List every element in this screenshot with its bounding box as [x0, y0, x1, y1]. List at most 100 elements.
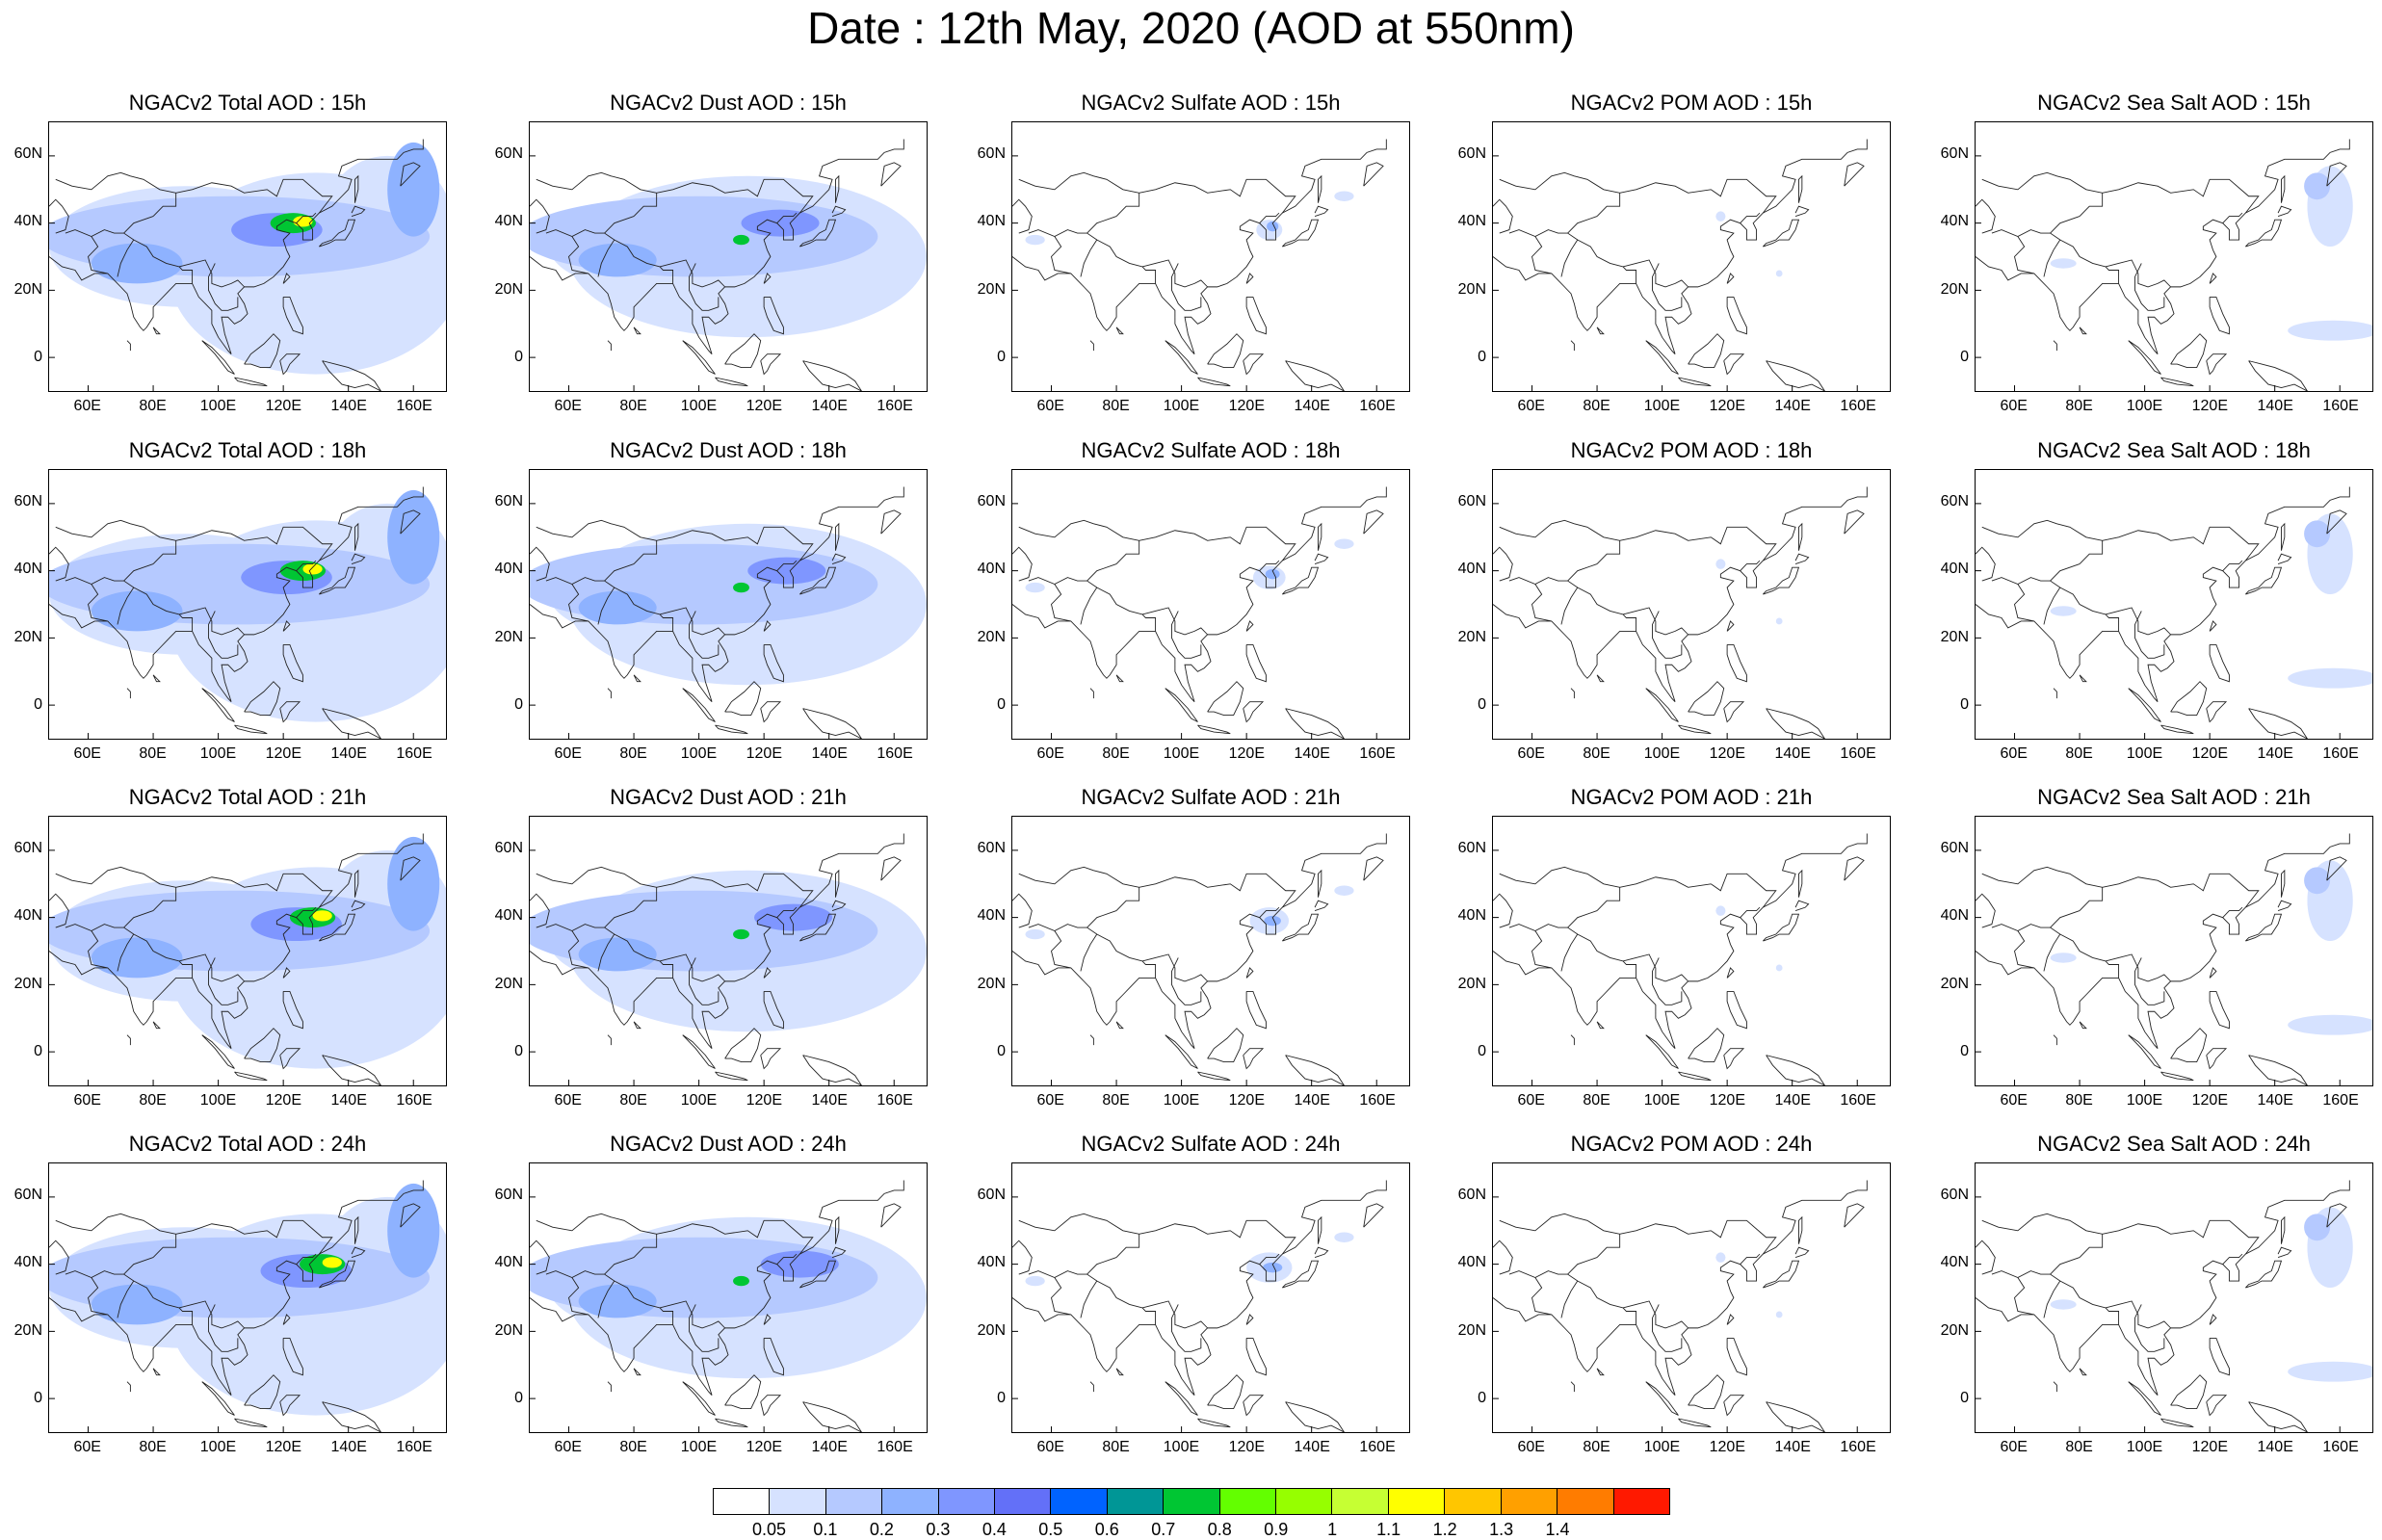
coastline — [1596, 540, 1621, 564]
coastline — [65, 1270, 124, 1279]
coastline — [568, 584, 589, 622]
coastline — [2053, 688, 2057, 699]
coastline — [1763, 219, 1800, 248]
coastline — [354, 869, 359, 898]
coastline — [1976, 139, 2350, 354]
coastline — [1652, 263, 1683, 311]
coastline — [1726, 643, 1747, 683]
lat-tick-label: 20N — [494, 628, 523, 645]
coastline — [1794, 900, 1810, 912]
coastline — [607, 1034, 612, 1046]
coastline — [1566, 216, 1688, 288]
coastline — [2105, 266, 2120, 284]
lat-tick-label: 20N — [494, 1321, 523, 1339]
coastline — [597, 1280, 615, 1318]
aod-field-blob — [91, 937, 183, 979]
aod-field-blob — [2288, 1361, 2372, 1382]
coastline — [282, 1337, 303, 1376]
coastline — [1012, 139, 1387, 354]
coastline — [536, 1213, 814, 1255]
coastline — [319, 913, 356, 942]
coastline — [2014, 236, 2034, 274]
aod-map — [1976, 139, 2372, 391]
coastline — [122, 563, 245, 636]
coastline — [234, 1071, 268, 1082]
coastline — [282, 990, 303, 1030]
coastline — [282, 967, 291, 979]
coastline — [2134, 263, 2165, 311]
colorbar-swatch — [770, 1489, 826, 1514]
coastline — [776, 560, 798, 571]
aod-field-blob — [1025, 234, 1045, 246]
coastline — [1028, 924, 1087, 932]
coastline — [279, 1048, 301, 1070]
lat-tick-label: 40N — [13, 907, 42, 925]
map-panel-pom-24h — [1492, 1162, 1891, 1433]
coastline — [152, 326, 161, 335]
coastline — [1285, 708, 1345, 739]
coastline — [1499, 171, 1777, 214]
coastline — [1566, 1257, 1688, 1329]
coastline — [689, 263, 720, 311]
coastline — [1976, 1240, 1996, 1275]
lat-tick-label: 60N — [1457, 840, 1486, 857]
coastline — [201, 340, 235, 375]
coastline — [1171, 263, 1202, 311]
coastline — [117, 587, 135, 625]
lat-tick-label: 0 — [514, 1042, 523, 1059]
coastline — [1499, 866, 1777, 908]
coastline — [1560, 933, 1579, 972]
coastline — [1051, 236, 1071, 274]
coastline — [799, 219, 837, 248]
coastline — [530, 198, 550, 234]
lat-tick-label: 20N — [1940, 280, 1969, 298]
coastline — [1028, 577, 1087, 586]
lon-tick-label: 100E — [1163, 1092, 1200, 1109]
lat-tick-label: 60N — [1457, 493, 1486, 510]
coastline — [831, 1246, 847, 1259]
coastline — [763, 990, 784, 1030]
coastline — [126, 340, 131, 352]
coastline — [1763, 566, 1800, 595]
colorbar-swatch — [1445, 1489, 1502, 1514]
coastline — [1086, 910, 1208, 982]
coastline — [1243, 1048, 1265, 1070]
coastline — [530, 1180, 904, 1396]
map-panel-sulfate-24h — [1011, 1162, 1410, 1433]
coastline — [1285, 1055, 1345, 1085]
coastline — [1363, 509, 1384, 535]
lon-tick-label: 120E — [265, 1092, 301, 1109]
colorbar-swatch — [1557, 1489, 1614, 1514]
coastline — [1314, 900, 1329, 912]
coastline — [1622, 266, 1637, 284]
coastline — [65, 229, 124, 238]
lon-tick-label: 60E — [1036, 1092, 1064, 1109]
coastline — [1245, 643, 1267, 683]
coastline — [1499, 1213, 1777, 1255]
coastline — [1115, 1234, 1140, 1258]
coastline — [55, 1213, 333, 1255]
lat-tick-label: 20N — [13, 628, 42, 645]
coastline — [88, 1277, 108, 1316]
lat-tick-label: 0 — [34, 1389, 42, 1406]
lon-tick-label: 120E — [2191, 1092, 2228, 1109]
map-panel-pom-15h — [1492, 121, 1891, 392]
lat-tick-label: 60N — [1940, 493, 1969, 510]
colorbar-label: 0.2 — [869, 1520, 894, 1539]
coastline — [689, 611, 720, 659]
lat-tick-label: 40N — [1457, 213, 1486, 230]
map-panel-total-18h — [48, 469, 447, 740]
lon-tick-label: 160E — [1840, 1439, 1876, 1455]
aod-field-blob — [733, 928, 749, 940]
coastline — [1723, 701, 1745, 723]
lat-tick-label: 0 — [1960, 1042, 1969, 1059]
lat-tick-label: 40N — [977, 907, 1006, 925]
coastline — [351, 553, 366, 565]
aod-field-blob — [293, 216, 313, 227]
coastline — [763, 296, 784, 335]
coastline — [2134, 957, 2165, 1005]
coastline — [1259, 1253, 1280, 1265]
coastline — [2105, 1307, 2120, 1325]
lon-tick-label: 60E — [73, 745, 101, 762]
lat-tick-label: 20N — [494, 280, 523, 298]
